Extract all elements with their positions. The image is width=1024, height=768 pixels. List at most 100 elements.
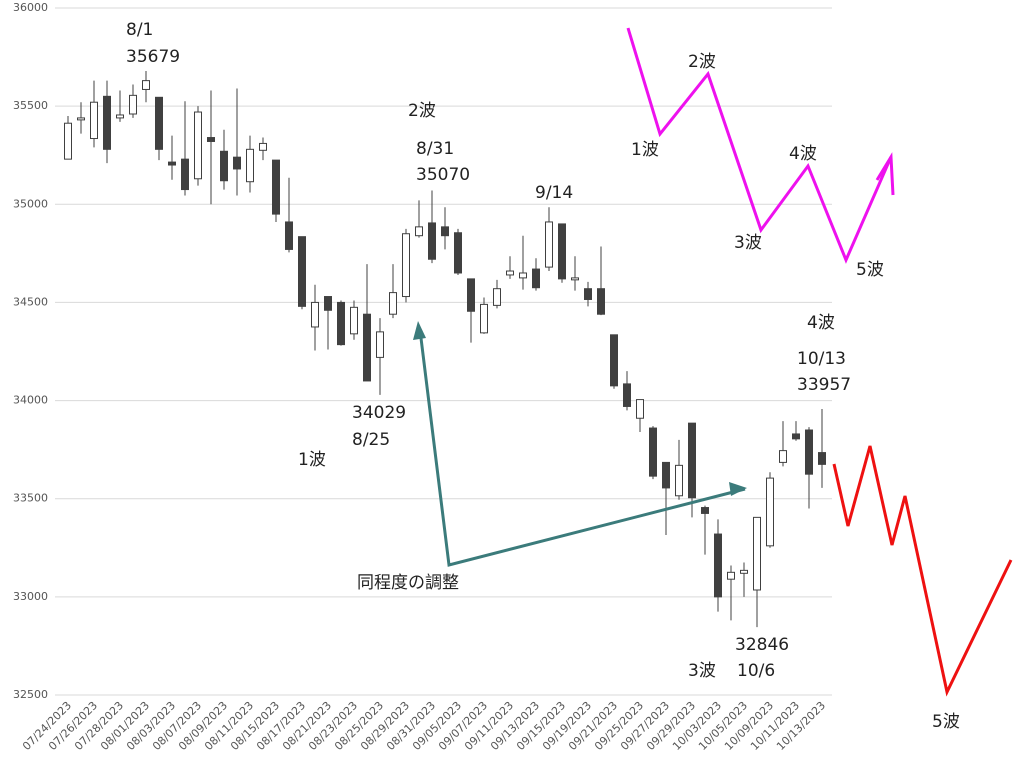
candle-body [454, 232, 462, 274]
candle-body [636, 399, 644, 419]
candle-body [337, 301, 345, 346]
candle-body [246, 148, 254, 183]
y-tick-label: 35000 [13, 197, 48, 210]
y-tick-label: 33000 [13, 590, 48, 603]
annotation: 1波 [298, 450, 326, 470]
annotation: 3波 [734, 233, 762, 253]
arrow-head [413, 321, 426, 340]
candle-body [311, 301, 319, 328]
x-axis: 07/24/202307/26/202307/28/202308/01/2023… [20, 699, 828, 753]
wave-line-red [832, 445, 1013, 697]
candle-body [805, 429, 813, 475]
annotation: 35679 [126, 47, 180, 67]
candle-body [376, 331, 384, 358]
candle-body [714, 533, 722, 598]
annotation: 10/6 [737, 661, 775, 681]
candle-body [181, 158, 189, 191]
annotation: 33957 [797, 375, 851, 395]
candle-body [480, 303, 488, 334]
annotation: 35070 [416, 165, 470, 185]
y-tick-label: 35500 [13, 99, 48, 112]
candle-body [506, 270, 514, 276]
candle-body [194, 111, 202, 180]
annotations: 8/1 35679 2波 8/31 35070 9/14 34029 8/25 … [126, 20, 960, 732]
y-tick-label: 32500 [13, 688, 48, 701]
annotation: 8/1 [126, 20, 153, 40]
candle-body [818, 452, 826, 465]
candle-body [662, 461, 670, 489]
annotation: 3波 [688, 661, 716, 681]
candle-body [155, 96, 163, 150]
candle-body [727, 571, 735, 580]
annotation: 同程度の調整 [357, 573, 459, 593]
grid: 32500 33000 33500 34000 34500 35000 35500 36000 [13, 1, 832, 701]
candle-body [792, 433, 800, 440]
impulse-arrow-line [418, 329, 746, 567]
wave-line-magenta [626, 27, 893, 264]
candle-body [467, 278, 475, 312]
candle-body [766, 477, 774, 547]
candle-body [402, 233, 410, 298]
candle-body [441, 226, 449, 237]
candle-body [597, 288, 605, 315]
annotation: 4波 [807, 313, 835, 333]
candle-body [493, 288, 501, 306]
candle-body [519, 272, 527, 279]
candle-body [571, 277, 579, 281]
candle-body [688, 422, 696, 499]
candle-body [233, 156, 241, 170]
candle-body [168, 161, 176, 166]
annotation: 2波 [408, 101, 436, 121]
annotation: 9/14 [535, 183, 573, 203]
y-tick-label: 34500 [13, 295, 48, 308]
candle-body [415, 226, 423, 237]
annotation: 5波 [932, 712, 960, 732]
candle-body [545, 221, 553, 268]
y-tick-label: 36000 [13, 1, 48, 14]
candle-body [649, 427, 657, 477]
y-tick-label: 33500 [13, 492, 48, 505]
annotation: 8/31 [416, 139, 454, 159]
annotation: 10/13 [797, 349, 846, 369]
candle-body [532, 268, 540, 289]
candle-body [389, 292, 397, 315]
candles [64, 71, 826, 628]
candle-body [129, 94, 137, 115]
candle-body [623, 383, 631, 407]
candle-body [103, 95, 111, 150]
candle-body [701, 507, 709, 514]
candle-body [64, 122, 72, 160]
candle-body [740, 569, 748, 574]
candle-body [779, 450, 787, 463]
candle-body [363, 313, 371, 382]
candle-body [753, 516, 761, 591]
annotation: 1波 [631, 140, 659, 160]
annotation: 8/25 [352, 430, 390, 450]
candle-body [285, 221, 293, 250]
candle-body [90, 101, 98, 140]
annotation: 34029 [352, 403, 406, 423]
candle-body [675, 464, 683, 497]
candle-body [324, 296, 332, 311]
candle-body [350, 306, 358, 335]
annotation: 5波 [856, 260, 884, 280]
annotation: 2波 [688, 52, 716, 72]
annotation: 4波 [789, 144, 817, 164]
candle-body [610, 334, 618, 387]
candle-body [584, 288, 592, 300]
y-tick-label: 34000 [13, 394, 48, 407]
candle-body [207, 137, 215, 142]
arrow-head [729, 482, 747, 496]
candle-body [272, 159, 280, 215]
candle-body [259, 142, 267, 151]
candle-body [558, 223, 566, 280]
candle-body [116, 114, 124, 119]
annotation: 32846 [735, 635, 789, 655]
candle-body [298, 236, 306, 307]
candle-body [142, 80, 150, 90]
candle-body [220, 150, 228, 182]
candle-body [428, 222, 436, 260]
candle-body [77, 117, 85, 121]
wave-arrow-head [875, 152, 895, 196]
